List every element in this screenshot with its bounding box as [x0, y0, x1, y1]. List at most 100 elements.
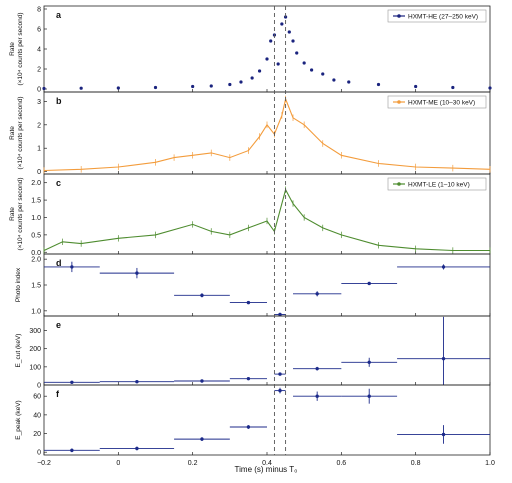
legend-marker: [397, 14, 401, 18]
x-tick-label: −0.2: [37, 460, 51, 467]
data-point: [200, 379, 204, 383]
legend-label: HXMT-ME (10–30 keV): [408, 100, 475, 107]
data-point: [321, 72, 325, 76]
x-tick-label: 0.6: [336, 460, 346, 467]
y-tick-label: 0.0: [31, 250, 41, 257]
y-tick-label: 1.0: [31, 308, 41, 315]
x-axis: −0.2 0 0.2 0.4 0.6 0.8 1.0: [37, 460, 495, 467]
data-point: [116, 86, 120, 90]
data-point: [228, 82, 232, 87]
reference-lines: [273, 6, 287, 455]
panel-a: a 0 2 4 6 8 Rate(×10⁴ counts per second) HXMT-H…: [9, 5, 492, 94]
y-tick-label: 0: [37, 87, 41, 94]
legend-box: [387, 9, 487, 23]
data-point: [280, 22, 284, 26]
data-point: [257, 69, 262, 73]
y-tick-label: 2: [37, 122, 41, 129]
y-tick-label: 300: [29, 328, 41, 335]
panel-letter: e: [56, 320, 61, 330]
y-axis-label: Rate(×10⁴ counts per second): [9, 177, 24, 250]
data-point: [367, 394, 371, 398]
legend-marker: [397, 182, 401, 186]
data-point: [135, 271, 139, 275]
panel-c: c 0.0 0.5 1.0 1.5 2.0 Rate(×10⁴ counts per sec…: [9, 173, 491, 257]
data-point: [79, 86, 83, 90]
y-tick-label: 20: [33, 431, 41, 438]
y-tick-label: 1.5: [31, 283, 41, 290]
y-tick-label: 2: [37, 67, 41, 74]
data-point: [278, 312, 282, 317]
x-tick-label: 0: [116, 460, 120, 467]
x-axis-label: Time (s) minus T₀: [235, 465, 298, 474]
y-tick-label: 40: [33, 412, 41, 419]
data-point: [135, 446, 139, 451]
y-tick-label: 4: [37, 47, 41, 54]
y-tick-label: 0: [37, 383, 41, 390]
data-point: [200, 293, 204, 298]
data-point: [315, 292, 319, 296]
panel-frame: [43, 253, 491, 317]
legend-marker: [397, 100, 401, 104]
y-tick-label: 2.0: [31, 257, 41, 264]
data-point: [367, 281, 371, 286]
data-point: [295, 51, 299, 55]
data-point: [42, 86, 46, 91]
panel-e: e 0 100 200 300 E_cut (keV): [15, 315, 491, 390]
y-tick-label: 100: [29, 364, 41, 371]
panel-frame: [43, 384, 491, 456]
y-tick-label: 60: [33, 394, 41, 401]
data-point: [209, 84, 213, 88]
legend-box: [387, 95, 487, 109]
series-line: [43, 188, 490, 252]
data-point: [347, 80, 351, 84]
y-axis-label-line: (×10⁴ counts per second): [17, 177, 24, 250]
data-point: [269, 39, 273, 43]
data-point: [70, 448, 74, 453]
data-point: [191, 84, 195, 89]
data-point: [70, 380, 74, 384]
y-axis-label: Photo index: [15, 267, 22, 302]
data-point: [153, 85, 158, 90]
panel-letter: d: [56, 258, 62, 268]
y-axis-label-line: Photo index: [15, 267, 22, 302]
data-point: [376, 82, 381, 87]
panel-b: b 0 1 2 3 Rate(×10⁴ counts per second) HXMT-ME…: [9, 91, 491, 176]
y-tick-label: 2.0: [31, 180, 41, 187]
panel-letter: c: [56, 178, 61, 188]
data-point: [246, 376, 251, 381]
data-point: [310, 68, 314, 72]
panel-frame: [43, 315, 491, 386]
y-axis-label: E_cut (keV): [15, 334, 22, 368]
x-tick-label: 0.8: [411, 460, 421, 467]
y-tick-label: 1: [37, 146, 41, 153]
panel-letter: f: [56, 389, 60, 399]
data-point: [315, 394, 319, 398]
data-point: [367, 360, 371, 365]
data-point: [278, 388, 282, 393]
data-point: [246, 300, 251, 305]
data-point: [315, 366, 319, 371]
panel-letter: a: [56, 10, 62, 20]
data-point: [302, 61, 306, 65]
y-tick-label: 8: [37, 7, 41, 14]
data-point: [441, 265, 446, 269]
data-point: [451, 85, 455, 90]
y-tick-label: 0: [37, 450, 41, 457]
y-axis-label-line: Rate: [9, 207, 16, 221]
data-point: [135, 380, 139, 384]
y-tick-label: 1.5: [31, 198, 41, 205]
y-tick-label: 1.0: [31, 215, 41, 222]
legend-box: [387, 177, 487, 191]
y-tick-label: 0.5: [31, 232, 41, 239]
legend-label: HXMT-LE (1–10 keV): [408, 182, 470, 189]
y-axis-label: Rate(×10⁴ counts per second): [9, 12, 24, 85]
y-axis-label: E_peak (keV): [15, 400, 22, 439]
data-point: [246, 425, 251, 429]
data-point: [287, 30, 291, 34]
data-point: [278, 372, 282, 376]
data-point: [200, 437, 204, 441]
x-tick-label: 0.4: [262, 460, 272, 467]
y-axis-label-line: (×10⁴ counts per second): [17, 12, 24, 85]
data-point: [70, 265, 74, 269]
